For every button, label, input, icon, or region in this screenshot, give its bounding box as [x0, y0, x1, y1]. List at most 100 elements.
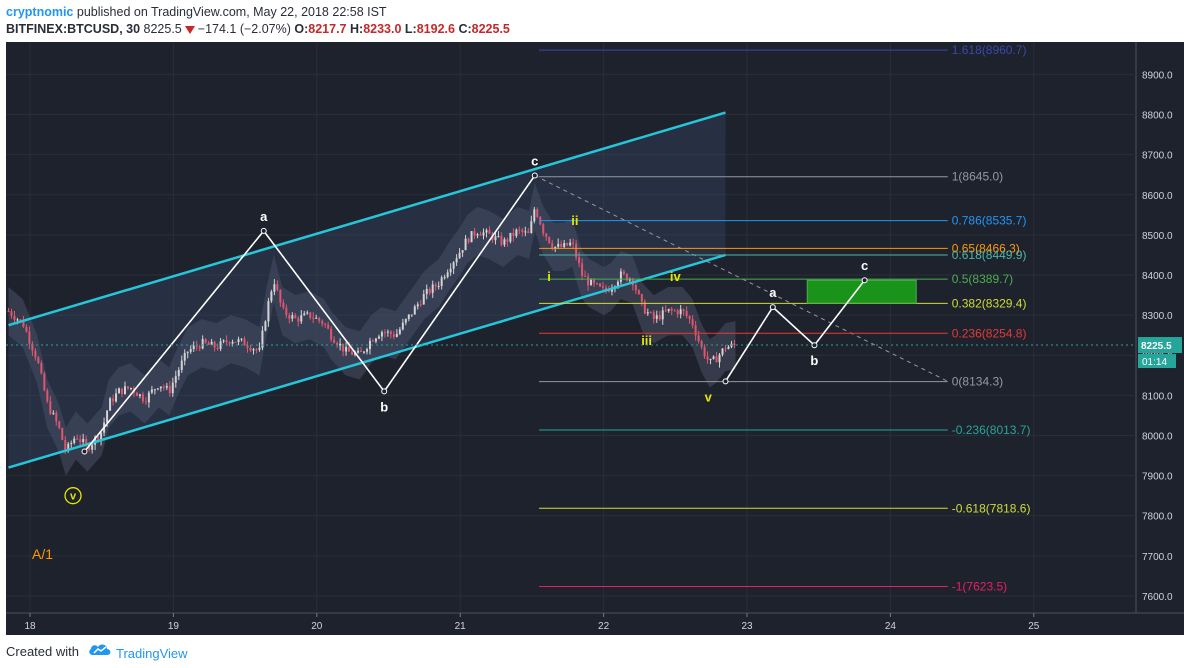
- candle-body: [153, 389, 156, 391]
- candle-body: [342, 343, 345, 352]
- candle-body: [643, 301, 646, 314]
- y-tick-label: 8500.0: [1142, 231, 1173, 242]
- candle-body: [521, 229, 524, 233]
- candle-body: [162, 386, 165, 388]
- candle-body: [461, 250, 464, 253]
- candle-body: [55, 412, 58, 422]
- candle-body: [581, 263, 584, 276]
- candle-body: [494, 236, 497, 241]
- candle-body: [652, 312, 655, 320]
- fib-level-label: 0.382(8329.4): [952, 296, 1027, 310]
- candle-body: [464, 238, 467, 251]
- candle-body: [533, 209, 536, 222]
- candle-body: [410, 314, 413, 316]
- candle-body: [333, 339, 336, 343]
- candle-body: [273, 284, 276, 292]
- time-axis: [6, 613, 1184, 635]
- candle-body: [144, 401, 147, 403]
- fib-level-label: 0.236(8254.8): [952, 326, 1027, 340]
- candle-body: [186, 351, 189, 353]
- candle-body: [407, 314, 410, 319]
- candle-body: [243, 338, 246, 346]
- candle-body: [512, 232, 515, 237]
- y-tick-label: 7700.0: [1142, 552, 1173, 563]
- x-tick-label: 19: [168, 621, 180, 632]
- candle-body: [198, 346, 201, 349]
- candle-body: [22, 319, 25, 328]
- candle-body: [321, 320, 324, 324]
- candle-body: [700, 341, 703, 348]
- wave-label: i: [547, 269, 551, 284]
- candle-body: [425, 288, 428, 295]
- candle-body: [183, 352, 186, 361]
- dashed-trend-line: [534, 175, 948, 382]
- candle-body: [392, 334, 395, 337]
- candle-body: [712, 356, 715, 359]
- candle-body: [542, 224, 545, 234]
- candle-body: [530, 221, 533, 234]
- channel-fill: [8, 112, 726, 468]
- y-tick-label: 8800.0: [1142, 111, 1173, 122]
- current-price-badge: [1138, 337, 1182, 354]
- candle-body: [431, 284, 434, 293]
- candle-body: [578, 257, 581, 264]
- candle-body: [258, 347, 261, 350]
- candle-body: [124, 386, 127, 394]
- candle-body: [201, 339, 204, 349]
- candle-body: [100, 432, 103, 440]
- chart-header: cryptnomic published on TradingView.com,…: [0, 0, 1184, 40]
- created-with-text: Created with: [6, 644, 79, 659]
- candle-body: [476, 234, 479, 236]
- candle-body: [602, 286, 605, 288]
- candle-body: [548, 236, 551, 244]
- candle-body: [374, 338, 377, 342]
- candle-body: [189, 349, 192, 352]
- open-value: 8217.7: [308, 22, 347, 36]
- candle-body: [515, 229, 518, 237]
- candle-body: [147, 392, 150, 403]
- candle-body: [440, 277, 443, 286]
- wave-pivot: [531, 172, 538, 179]
- candle-body: [434, 284, 437, 287]
- candle-body: [697, 335, 700, 342]
- fib-level-label: 1(8645.0): [952, 170, 1003, 184]
- candle-body: [324, 323, 327, 325]
- candle-body: [658, 315, 661, 320]
- candle-body: [446, 272, 449, 278]
- candle-body: [365, 349, 368, 352]
- candle-body: [300, 315, 303, 322]
- author-link[interactable]: cryptnomic: [6, 5, 74, 19]
- candle-body: [458, 252, 461, 259]
- candle-body: [694, 325, 697, 336]
- wave-pivot: [722, 378, 729, 385]
- candle-body: [106, 410, 109, 423]
- cloud-icon: [89, 644, 111, 655]
- tradingview-brand[interactable]: TradingView: [88, 642, 188, 662]
- current-price-value: 8225.5: [1141, 341, 1172, 352]
- candle-body: [661, 310, 664, 320]
- candle-body: [622, 271, 625, 274]
- candle-body: [536, 209, 539, 217]
- candle-body: [303, 313, 306, 316]
- wave-pivot: [861, 277, 868, 284]
- candle-body: [506, 239, 509, 242]
- candle-body: [126, 386, 129, 389]
- candle-body: [118, 388, 121, 394]
- y-tick-label: 8600.0: [1142, 191, 1173, 202]
- candle-body: [213, 341, 216, 348]
- candle-body: [115, 393, 118, 402]
- candle-body: [368, 340, 371, 350]
- wave-label: c: [861, 258, 868, 273]
- candles: [7, 206, 736, 454]
- price-chart[interactable]: 1.618(8960.7) 1(8645.0) 0.786(8535.7) 0.65(…: [0, 40, 1184, 636]
- candle-body: [386, 331, 389, 333]
- y-tick-label: 8900.0: [1142, 70, 1173, 81]
- candle-body: [566, 242, 569, 246]
- candle-body: [685, 310, 688, 317]
- candle-body: [16, 319, 19, 321]
- fib-level-label: 1.618(8960.7): [952, 43, 1027, 57]
- candle-body: [97, 436, 100, 440]
- candle-body: [718, 354, 721, 363]
- high-value: 8233.0: [363, 22, 402, 36]
- candle-body: [404, 318, 407, 323]
